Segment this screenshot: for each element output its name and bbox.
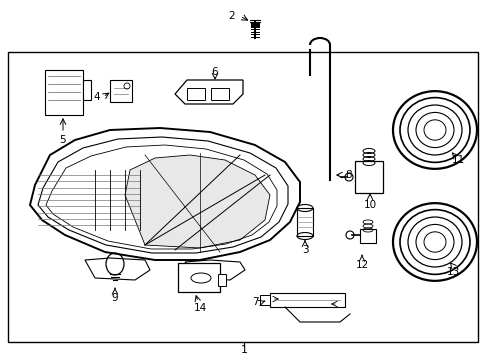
- Text: 2: 2: [228, 11, 235, 21]
- Bar: [296, 208, 312, 236]
- Text: 6: 6: [211, 67, 218, 77]
- Bar: [210, 88, 228, 100]
- Polygon shape: [125, 155, 269, 248]
- Bar: [45, 70, 83, 115]
- Bar: [359, 229, 375, 243]
- Bar: [218, 274, 225, 286]
- Text: 11: 11: [451, 155, 464, 165]
- Bar: [186, 88, 204, 100]
- Bar: [260, 295, 269, 305]
- Polygon shape: [85, 258, 150, 280]
- Bar: [269, 293, 345, 307]
- Text: 7: 7: [251, 297, 258, 307]
- Text: 1: 1: [240, 345, 247, 355]
- Bar: [354, 161, 382, 193]
- Text: 8: 8: [345, 170, 351, 180]
- Text: 10: 10: [363, 200, 376, 210]
- FancyBboxPatch shape: [178, 263, 220, 292]
- Text: 12: 12: [355, 260, 368, 270]
- Text: 4: 4: [93, 92, 100, 102]
- Text: 5: 5: [60, 135, 66, 145]
- Text: 9: 9: [111, 293, 118, 303]
- Polygon shape: [184, 260, 244, 280]
- Text: 14: 14: [193, 303, 206, 313]
- Bar: [110, 80, 132, 102]
- Bar: [83, 80, 91, 100]
- Text: 13: 13: [446, 267, 459, 277]
- Bar: [8, 52, 477, 342]
- Text: 3: 3: [301, 245, 307, 255]
